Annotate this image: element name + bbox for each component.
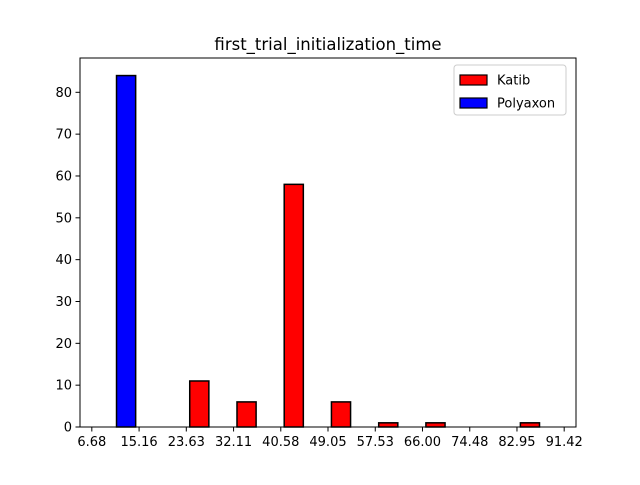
y-tick-label-7: 70 <box>55 128 72 143</box>
x-tick-label-7: 66.00 <box>404 435 441 450</box>
bar-katib-4 <box>283 183 305 428</box>
x-tick-label-1: 15.16 <box>120 435 157 450</box>
bar-katib-9 <box>519 422 541 428</box>
legend-swatch-polyaxon <box>459 97 488 109</box>
y-tick-label-1: 10 <box>55 379 72 394</box>
legend: Katib Polyaxon <box>453 64 567 116</box>
bar-katib-6 <box>377 422 399 428</box>
x-tick-label-10: 91.42 <box>546 435 583 450</box>
x-tick-label-2: 23.63 <box>168 435 205 450</box>
legend-label-katib: Katib <box>497 74 530 89</box>
x-tick-label-0: 6.68 <box>77 435 106 450</box>
x-tick-label-9: 82.95 <box>498 435 535 450</box>
x-tick-label-6: 57.53 <box>357 435 394 450</box>
legend-swatch-katib <box>459 74 488 86</box>
x-tick-label-5: 49.05 <box>309 435 346 450</box>
y-tick-label-8: 80 <box>55 86 72 101</box>
x-tick-label-3: 32.11 <box>215 435 252 450</box>
bar-katib-3 <box>236 401 257 428</box>
y-tick-label-4: 40 <box>55 253 72 268</box>
axes-layer: 0 10 20 30 40 50 60 70 80 6.68 15.16 23.63 32.11 40.5… <box>55 57 583 450</box>
bar-polyaxon-0 <box>115 74 137 428</box>
legend-label-polyaxon: Polyaxon <box>497 97 555 112</box>
x-tick-label-4: 40.58 <box>262 435 299 450</box>
y-tick-label-0: 0 <box>64 421 72 436</box>
bar-katib-5 <box>330 401 352 428</box>
bar-katib-7 <box>425 422 446 428</box>
y-tick-label-6: 60 <box>55 169 72 184</box>
x-tick-label-8: 74.48 <box>451 435 488 450</box>
bar-katib-2 <box>188 380 210 428</box>
y-tick-label-3: 30 <box>55 295 72 310</box>
y-tick-label-5: 50 <box>55 211 72 226</box>
chart-title: first_trial_initialization_time <box>214 35 441 55</box>
y-tick-label-2: 20 <box>55 337 72 352</box>
